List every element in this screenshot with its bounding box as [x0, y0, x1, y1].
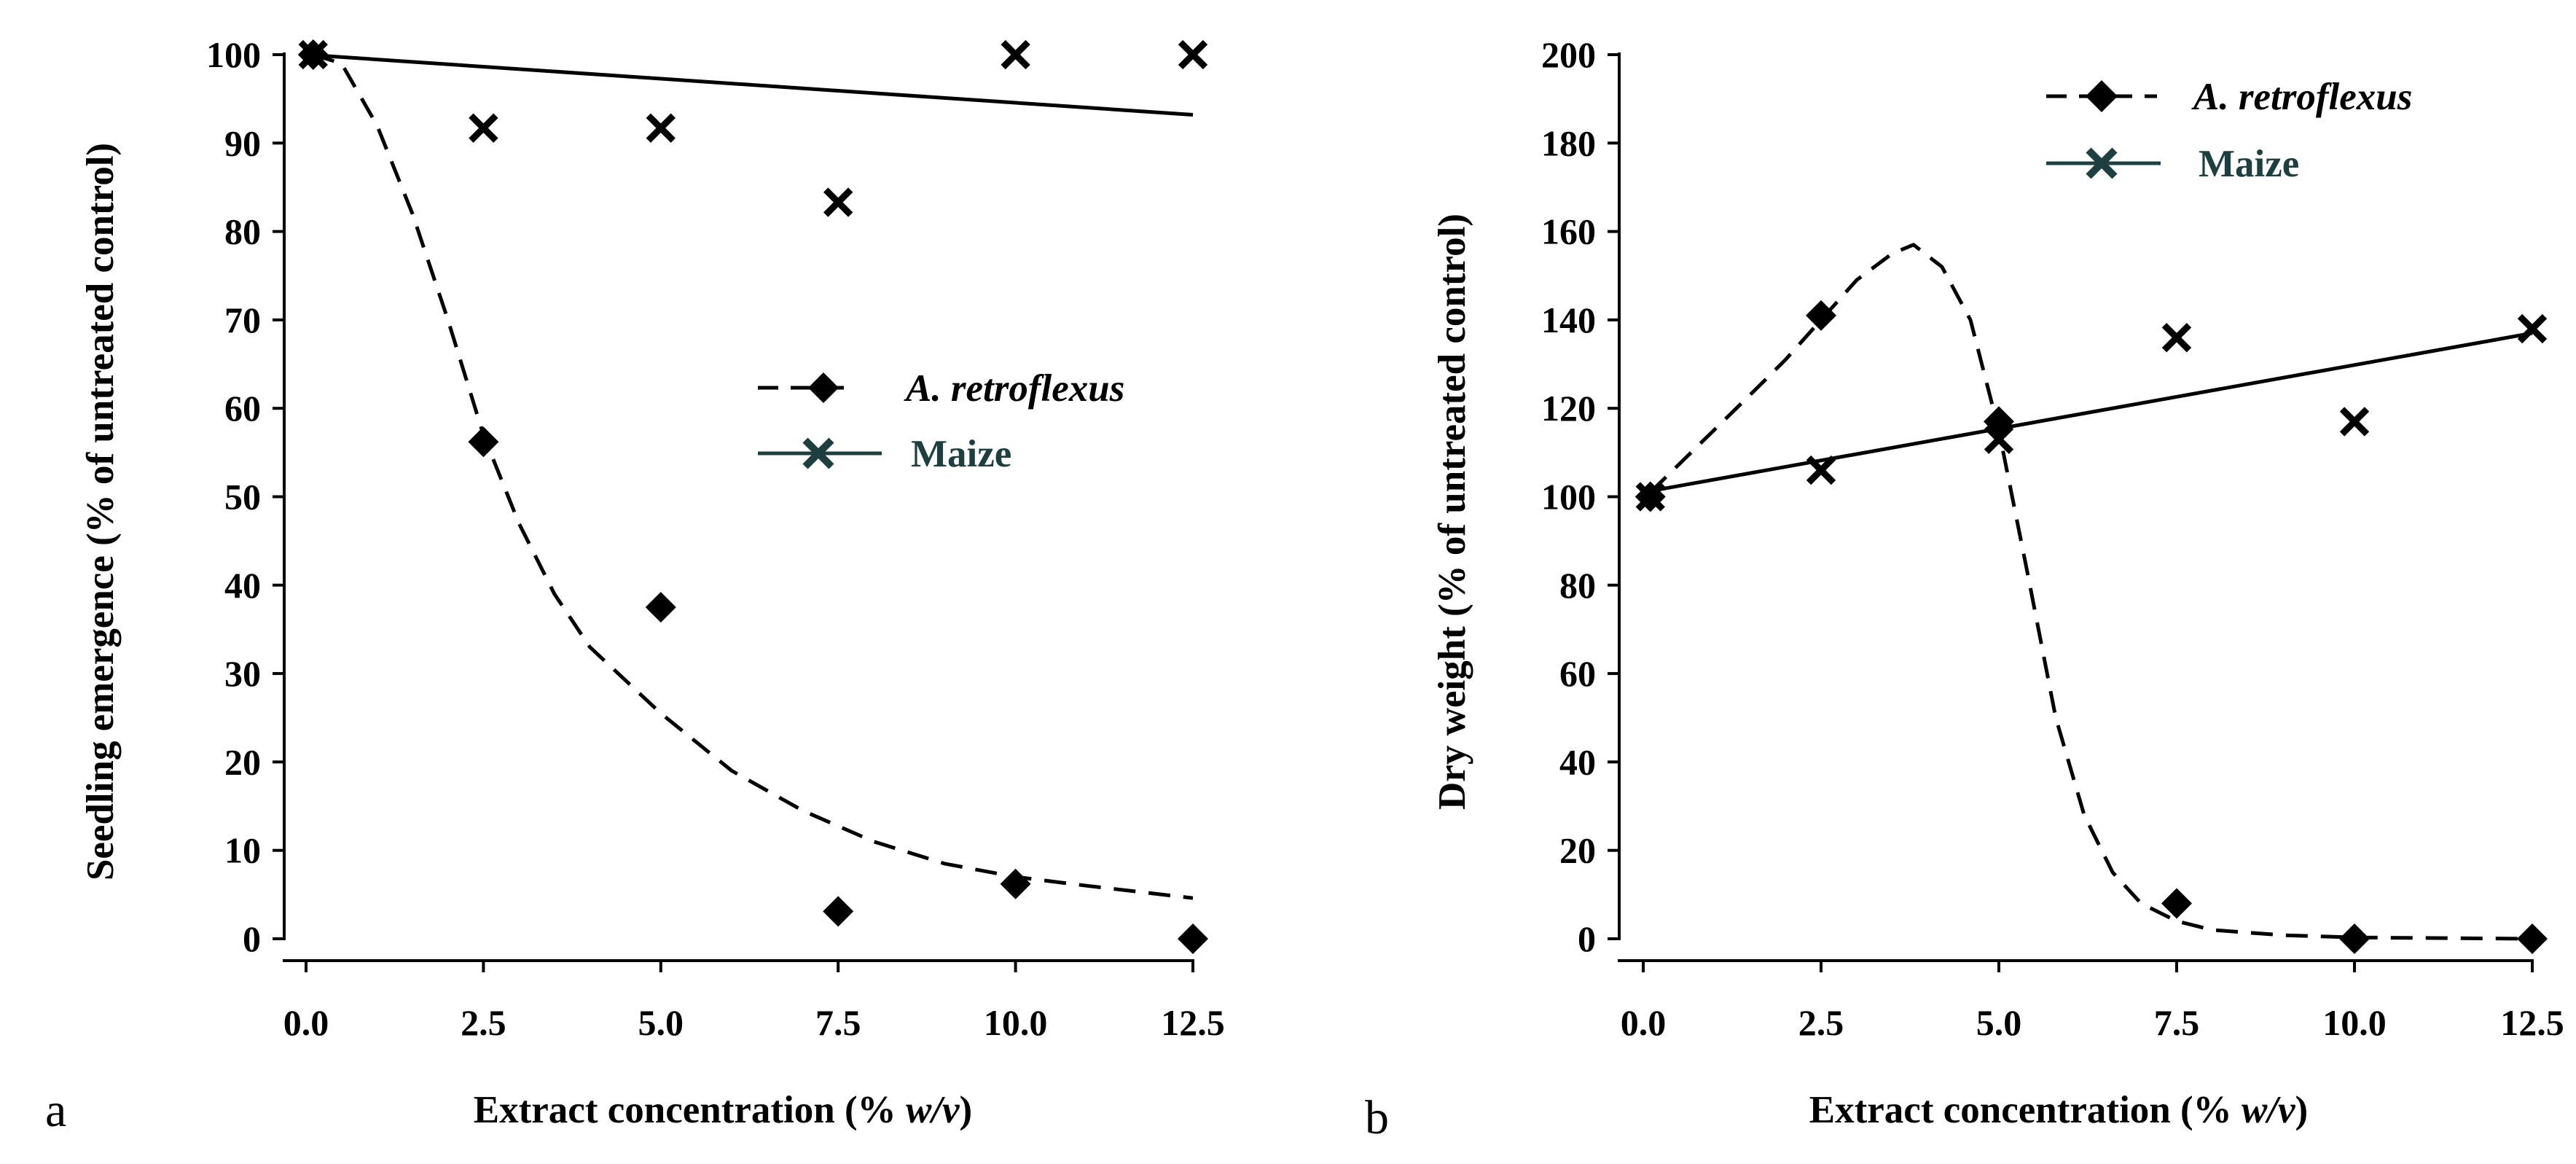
legend-x-icon [802, 437, 834, 469]
legend-x-icon [2086, 147, 2118, 179]
maize-point [1984, 424, 2014, 454]
y-tick-label: 180 [1541, 122, 1596, 163]
x-tick-label: 12.5 [2500, 1002, 2564, 1043]
retroflexus-point [1000, 868, 1031, 899]
legend-diamond-icon [808, 372, 839, 403]
x-axis-label: Extract concentration (% w/v) [474, 1089, 972, 1131]
x-axis-label: Extract concentration (% w/v) [1809, 1089, 2308, 1131]
retroflexus-fit-curve [312, 52, 1194, 900]
legend: A. retroflexus Maize [2046, 76, 2412, 185]
retroflexus-point [2161, 888, 2192, 919]
x-tick-label: 12.5 [1161, 1002, 1225, 1043]
y-tick-label: 0 [1578, 918, 1596, 959]
panel-letter: b [1365, 1091, 1389, 1144]
x-tick-label: 5.0 [638, 1002, 684, 1043]
y-tick-label: 140 [1541, 300, 1596, 340]
y-tick-label: 40 [224, 565, 261, 606]
y-tick-label: 100 [1541, 477, 1596, 517]
maize-point [1806, 455, 1836, 485]
x-tick-label: 7.5 [815, 1002, 861, 1043]
maize-fit-line [1643, 331, 2533, 494]
maize-point [1178, 39, 1208, 70]
y-tick-label: 20 [224, 741, 261, 782]
x-tick-label: 7.5 [2154, 1002, 2200, 1043]
retroflexus-point [2517, 923, 2548, 954]
x-tick-label: 5.0 [1976, 1002, 2022, 1043]
retroflexus-point [1178, 923, 1208, 954]
maize-fit-line [305, 52, 1194, 117]
y-tick-label: 60 [224, 388, 261, 429]
retroflexus-fit-curve [1649, 243, 2533, 941]
y-tick-label: 30 [224, 653, 261, 694]
y-tick-label: 80 [1559, 565, 1596, 606]
y-tick-label: 10 [224, 830, 261, 871]
retroflexus-point [823, 896, 854, 927]
y-tick-label: 50 [224, 477, 261, 517]
legend-label: Maize [911, 433, 1011, 475]
y-tick-label: 60 [1559, 653, 1596, 694]
maize-point [2517, 313, 2548, 344]
x-tick-label: 0.0 [1621, 1002, 1667, 1043]
retroflexus-point [1806, 300, 1836, 331]
x-tick-label: 2.5 [461, 1002, 506, 1043]
maize-point [2339, 407, 2370, 437]
maize-point [469, 113, 498, 143]
y-tick-label: 0 [243, 918, 261, 959]
retroflexus-point [645, 592, 676, 623]
maize-point [1001, 39, 1030, 70]
legend: A. retroflexus Maize [758, 367, 1124, 475]
y-axis-label: Seedling emergence (% of untreated contr… [79, 143, 122, 880]
y-tick-label: 100 [206, 34, 261, 75]
y-axis-label: Dry weight (% of untreated control) [1431, 214, 1473, 810]
legend-label: Maize [2199, 143, 2299, 185]
maize-point [646, 113, 676, 143]
x-tick-label: 2.5 [1798, 1002, 1844, 1043]
y-tick-label: 160 [1541, 211, 1596, 252]
legend-label: A. retroflexus [904, 367, 1124, 410]
y-tick-label: 40 [1559, 741, 1596, 782]
panel-b-chart: 0 20 40 60 80 100 120 140 160 180 200 0.0 2.5 5.0 7.5 1… [1365, 34, 2564, 1144]
y-tick-label: 200 [1541, 34, 1596, 75]
retroflexus-point [2339, 923, 2370, 954]
y-tick-label: 80 [224, 211, 261, 252]
x-tick-label: 10.0 [2322, 1002, 2387, 1043]
maize-point [823, 187, 853, 217]
maize-point [1635, 482, 1665, 512]
panel-letter: a [45, 1084, 66, 1137]
legend-label: A. retroflexus [2191, 76, 2412, 118]
y-tick-label: 90 [224, 122, 261, 163]
x-tick-label: 10.0 [984, 1002, 1048, 1043]
maize-point [298, 39, 328, 70]
retroflexus-point [468, 426, 499, 458]
y-tick-label: 70 [224, 300, 261, 340]
maize-point [2161, 322, 2192, 353]
x-tick-label: 0.0 [283, 1002, 329, 1043]
y-tick-label: 120 [1541, 388, 1596, 429]
y-tick-label: 20 [1559, 830, 1596, 871]
legend-diamond-icon [2086, 80, 2118, 112]
panel-a-chart: 0 10 20 30 40 50 60 70 80 90 100 0.0 2.5 5.0 7.5 10.0 12… [45, 34, 1225, 1137]
